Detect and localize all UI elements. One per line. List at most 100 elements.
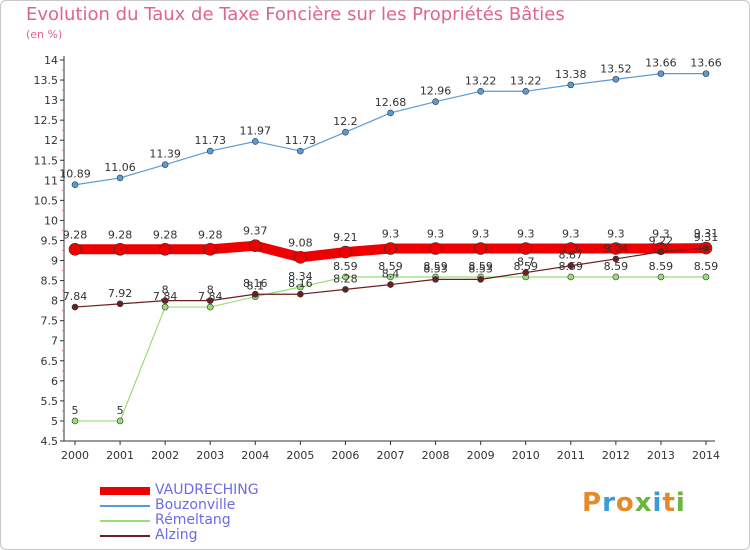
- data-point-remeltang: [297, 283, 304, 291]
- data-label-vaudreching: 9.21: [333, 231, 358, 244]
- data-point-bouzonville: [116, 174, 124, 182]
- data-point-bouzonville: [567, 81, 575, 89]
- data-label-alzing: 7.92: [108, 287, 133, 300]
- data-point-bouzonville: [206, 147, 214, 155]
- data-point-bouzonville: [477, 87, 484, 95]
- data-label-bouzonville: 11.06: [104, 161, 136, 174]
- data-point-remeltang: [612, 273, 620, 281]
- x-tick-label: 2004: [241, 449, 269, 462]
- data-label-vaudreching: 9.28: [153, 228, 178, 241]
- data-point-vaudreching: [474, 242, 487, 255]
- data-point-alzing: [702, 244, 710, 252]
- data-label-remeltang: 8.59: [333, 260, 358, 273]
- x-tick-label: 2013: [647, 449, 675, 462]
- legend-item-remeltang: Rémeltang: [100, 513, 340, 528]
- y-tick-label: 9.5: [41, 234, 59, 247]
- series-line-bouzonville: [74, 73, 707, 186]
- y-tick-label: 6.5: [41, 355, 59, 368]
- data-label-remeltang: 8.34: [288, 270, 313, 283]
- data-point-vaudreching: [68, 242, 82, 256]
- data-label-alzing: 8.7: [517, 256, 535, 269]
- x-tick-label: 2009: [467, 449, 495, 462]
- data-label-vaudreching: 9.3: [607, 227, 625, 240]
- data-point-bouzonville: [612, 75, 620, 83]
- data-point-vaudreching: [564, 242, 578, 255]
- data-point-vaudreching: [429, 242, 442, 255]
- data-label-remeltang: 8.59: [423, 260, 448, 273]
- legend-swatch-vaudreching: [100, 487, 150, 495]
- data-label-bouzonville: 13.52: [600, 62, 632, 75]
- data-label-bouzonville: 12.68: [375, 96, 407, 109]
- data-point-bouzonville: [342, 128, 349, 136]
- y-tick-label: 11: [44, 174, 58, 187]
- data-point-vaudreching: [339, 245, 352, 259]
- data-label-alzing: 8.87: [559, 249, 584, 262]
- data-point-vaudreching: [113, 242, 127, 256]
- legend-swatch-remeltang: [100, 520, 150, 522]
- y-tick-label: 13.5: [34, 74, 59, 87]
- data-point-bouzonville: [387, 109, 394, 117]
- data-point-bouzonville: [251, 138, 259, 145]
- x-tick-label: 2006: [331, 449, 359, 462]
- y-tick-label: 5: [51, 415, 58, 428]
- data-point-remeltang: [342, 273, 349, 281]
- data-label-alzing: 8.16: [243, 277, 268, 290]
- data-label-alzing: 8.53: [468, 262, 493, 275]
- data-point-bouzonville: [161, 161, 169, 168]
- y-tick-label: 7.5: [41, 315, 59, 328]
- chart-legend: VAUDRECHING Bouzonville Rémeltang Alzing: [100, 483, 340, 543]
- y-tick-label: 13: [44, 94, 58, 107]
- data-label-bouzonville: 12.2: [333, 115, 358, 128]
- data-point-alzing: [342, 286, 349, 293]
- data-point-remeltang: [387, 273, 394, 281]
- data-label-vaudreching: 9.3: [517, 227, 535, 240]
- x-tick-label: 2000: [61, 449, 89, 462]
- x-tick-label: 2012: [602, 449, 630, 462]
- data-point-bouzonville: [71, 181, 79, 189]
- legend-item-alzing: Alzing: [100, 528, 340, 543]
- line-chart: 4.555.566.577.588.599.51010.51111.51212.…: [34, 54, 722, 462]
- data-label-vaudreching: 9.08: [288, 236, 313, 249]
- data-label-alzing: 8: [207, 284, 214, 297]
- legend-swatch-bouzonville: [100, 505, 150, 507]
- data-label-remeltang: 8.1: [247, 280, 265, 293]
- data-point-alzing: [387, 281, 394, 288]
- data-label-remeltang: 8.59: [468, 260, 493, 273]
- data-point-alzing: [116, 300, 124, 308]
- legend-label-bouzonville: Bouzonville: [155, 497, 236, 513]
- y-tick-label: 4.5: [41, 435, 59, 448]
- data-label-vaudreching: 9.31: [694, 227, 719, 240]
- data-label-vaudreching: 9.3: [472, 227, 490, 240]
- data-label-bouzonville: 10.89: [59, 168, 91, 181]
- data-point-vaudreching: [609, 242, 623, 255]
- data-label-bouzonville: 13.38: [555, 68, 587, 81]
- data-label-alzing: 8.28: [333, 272, 358, 285]
- x-tick-label: 2003: [196, 449, 224, 462]
- data-label-bouzonville: 13.66: [645, 57, 677, 70]
- x-tick-label: 2011: [557, 449, 585, 462]
- x-tick-label: 2014: [692, 449, 720, 462]
- data-point-alzing: [71, 303, 79, 311]
- data-label-remeltang: 8.59: [694, 260, 719, 273]
- data-point-alzing: [297, 290, 304, 298]
- data-label-alzing: 9.31: [694, 231, 719, 244]
- data-point-bouzonville: [297, 147, 304, 155]
- y-tick-label: 12.5: [34, 114, 59, 127]
- data-point-alzing: [657, 248, 665, 256]
- legend-label-remeltang: Rémeltang: [155, 512, 231, 528]
- data-label-vaudreching: 9.28: [108, 228, 133, 241]
- data-point-remeltang: [161, 303, 169, 311]
- data-label-alzing: 8: [162, 284, 169, 297]
- data-point-alzing: [432, 276, 439, 283]
- y-tick-label: 14: [44, 54, 58, 67]
- data-point-alzing: [477, 276, 484, 283]
- data-point-alzing: [206, 297, 214, 304]
- data-point-remeltang: [657, 273, 665, 281]
- y-tick-label: 12: [44, 134, 58, 147]
- data-label-alzing: 7.84: [63, 290, 88, 303]
- data-label-bouzonville: 12.96: [420, 85, 452, 98]
- data-point-vaudreching: [519, 242, 533, 255]
- y-tick-label: 9: [51, 255, 58, 268]
- x-tick-label: 2010: [512, 449, 540, 462]
- data-label-remeltang: 5: [117, 404, 124, 417]
